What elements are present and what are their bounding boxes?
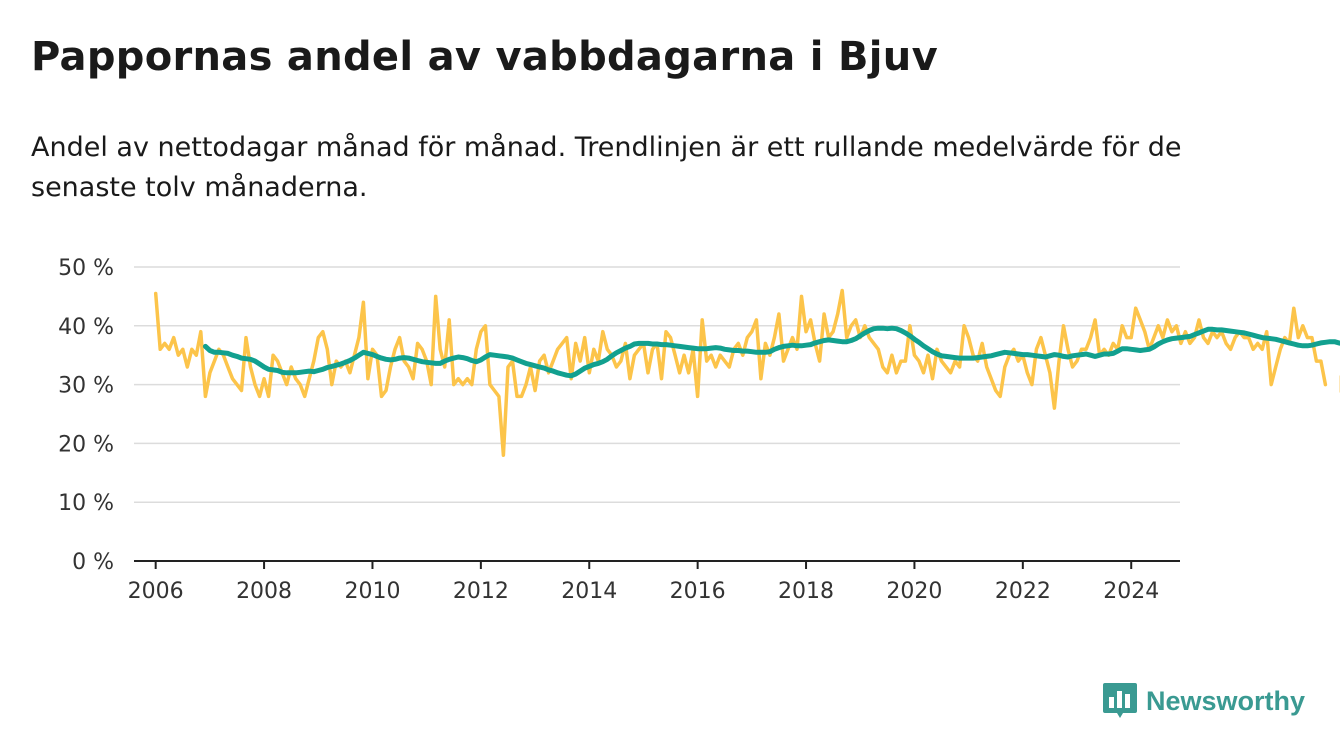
monthly-line bbox=[153, 288, 1328, 457]
x-tick-label: 2024 bbox=[1103, 579, 1159, 604]
y-tick-label: 20 % bbox=[58, 432, 114, 457]
x-tick-label: 2020 bbox=[886, 579, 942, 604]
y-tick-label: 30 % bbox=[58, 374, 114, 399]
gridlines bbox=[134, 266, 1180, 503]
trend-line bbox=[202, 325, 1340, 379]
newsworthy-brand: Newsworthy bbox=[1102, 681, 1305, 721]
chart-title: Pappornas andel av vabbdagarna i Bjuv bbox=[31, 34, 938, 80]
brand-name: Newsworthy bbox=[1146, 685, 1306, 716]
series-lines bbox=[153, 288, 1340, 457]
newsworthy-logo-icon bbox=[1103, 683, 1137, 718]
y-tick-label: 0 % bbox=[72, 550, 114, 575]
x-axis: 2006 2008 2010 2012 2014 2016 2018 2020 2022 2024 bbox=[128, 560, 1180, 604]
x-tick-label: 2014 bbox=[561, 579, 617, 604]
x-tick-label: 2008 bbox=[236, 579, 292, 604]
x-tick-label: 2022 bbox=[995, 579, 1051, 604]
x-tick-label: 2010 bbox=[344, 579, 400, 604]
x-tick-label: 2018 bbox=[778, 579, 834, 604]
chart-subtitle: Andel av nettodagar månad för månad. Tre… bbox=[31, 132, 1182, 203]
y-axis-tick-labels: 0 % 10 % 20 % 30 % 40 % 50 % bbox=[58, 256, 114, 575]
x-tick-label: 2006 bbox=[128, 579, 184, 604]
y-tick-label: 10 % bbox=[58, 491, 114, 516]
y-tick-label: 50 % bbox=[58, 256, 114, 281]
series-labels: TrendPer månad bbox=[1337, 371, 1340, 399]
x-tick-label: 2016 bbox=[670, 579, 726, 604]
monthly-label: Per månad bbox=[1337, 371, 1340, 399]
x-tick-label: 2012 bbox=[453, 579, 509, 604]
y-tick-label: 40 % bbox=[58, 315, 114, 340]
